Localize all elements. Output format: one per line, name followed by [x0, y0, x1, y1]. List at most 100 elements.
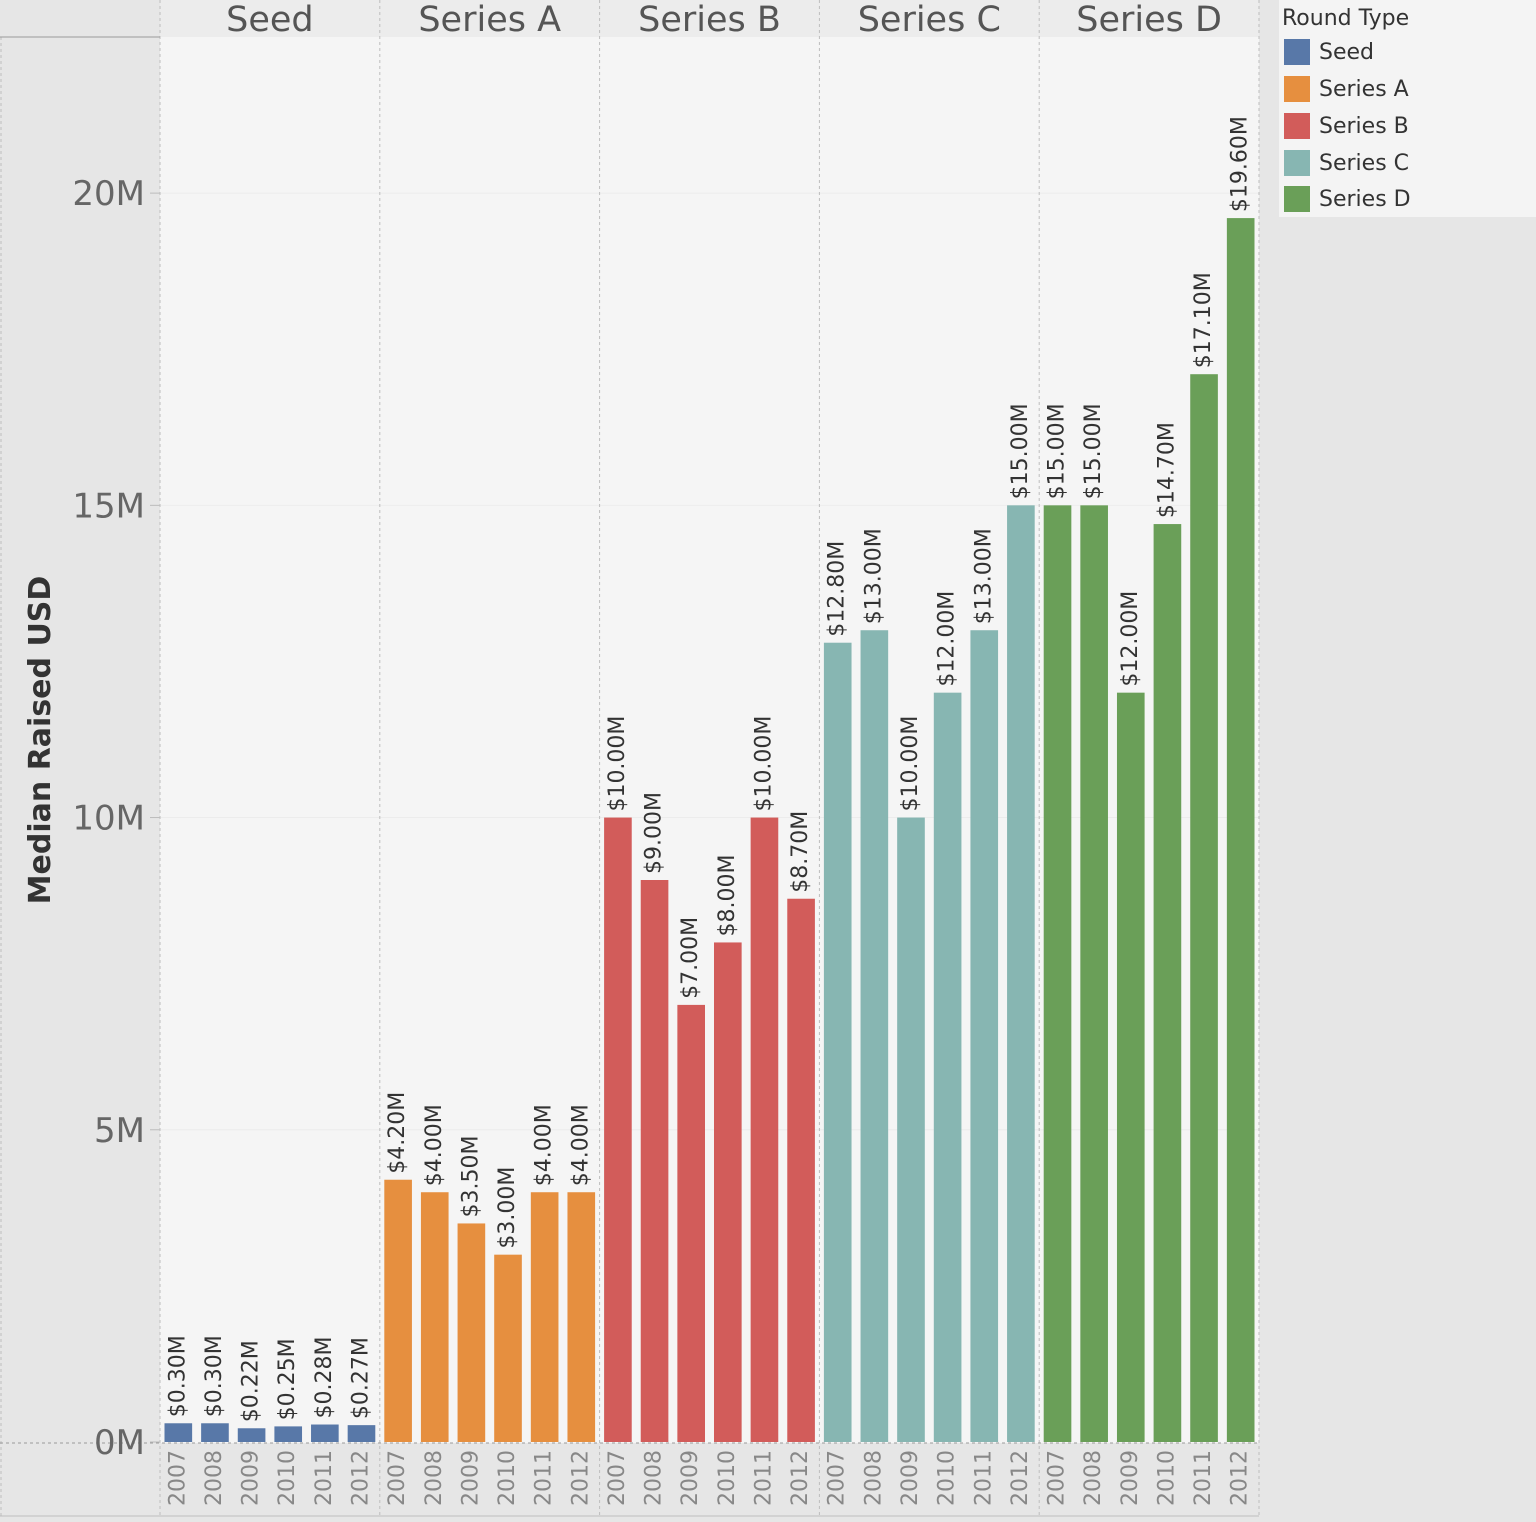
data-label: $4.20M — [385, 1092, 410, 1174]
y-tick-label: 10M — [72, 799, 145, 839]
data-label: $15.00M — [1008, 403, 1033, 499]
bar-series-b-2007 — [604, 817, 632, 1442]
data-label: $0.27M — [348, 1337, 373, 1419]
data-label: $13.00M — [971, 528, 996, 624]
legend-swatch-series-b — [1284, 113, 1310, 139]
bar-series-b-2011 — [750, 817, 779, 1442]
x-tick-label: 2012 — [1228, 1450, 1253, 1506]
bar-seed-2009 — [237, 1428, 266, 1442]
data-label: $13.00M — [861, 528, 886, 624]
bar-series-a-2012 — [567, 1192, 596, 1442]
bar-series-c-2009 — [897, 817, 925, 1442]
data-label: $12.00M — [1118, 591, 1143, 687]
data-label: $19.60M — [1228, 116, 1253, 212]
bar-series-b-2010 — [714, 942, 742, 1442]
data-label: $3.50M — [458, 1135, 483, 1217]
grid-layer — [0, 0, 1260, 1518]
x-tick-label: 2010 — [715, 1450, 740, 1506]
bar-series-b-2012 — [787, 898, 815, 1442]
legend-label-series-d: Series D — [1319, 187, 1411, 212]
x-tick-label: 2010 — [1154, 1450, 1179, 1506]
bar-series-a-2009 — [457, 1223, 486, 1442]
panel-header-series-d: Series D — [1076, 0, 1222, 40]
data-label: $7.00M — [678, 917, 703, 999]
bar-seed-2010 — [274, 1426, 303, 1442]
bar-series-d-2011 — [1190, 374, 1218, 1443]
bar-series-d-2009 — [1116, 692, 1145, 1442]
data-label: $10.00M — [605, 716, 630, 812]
panel-header-seed: Seed — [226, 0, 314, 40]
legend-item-series-a[interactable]: Series A — [1284, 75, 1524, 105]
bar-series-d-2012 — [1226, 218, 1255, 1443]
data-label: $4.00M — [532, 1104, 557, 1186]
bar-seed-2007 — [164, 1423, 193, 1442]
panel-header-series-b: Series B — [638, 0, 781, 40]
panel-header-series-a: Series A — [418, 0, 561, 40]
x-tick-label: 2011 — [312, 1450, 337, 1506]
legend-label-series-a: Series A — [1319, 77, 1409, 102]
panel-header-series-c: Series C — [858, 0, 1001, 40]
bar-seed-2011 — [311, 1424, 339, 1442]
data-label: $12.00M — [935, 591, 960, 687]
data-label: $9.00M — [642, 792, 667, 874]
legend-swatch-seed — [1284, 39, 1310, 65]
bar-series-a-2008 — [420, 1192, 449, 1442]
x-tick-label: 2009 — [898, 1450, 923, 1506]
x-tick-label: 2007 — [165, 1450, 190, 1506]
x-tick-label: 2008 — [861, 1450, 886, 1506]
data-label: $10.00M — [751, 716, 776, 812]
x-tick-label: 2011 — [751, 1450, 776, 1506]
data-label: $10.00M — [898, 716, 923, 812]
data-label: $0.30M — [165, 1335, 190, 1417]
bars-layer — [164, 218, 1255, 1443]
bar-series-c-2008 — [860, 630, 889, 1442]
y-axis-title: Median Raised USD — [23, 576, 58, 905]
x-tick-label: 2007 — [385, 1450, 410, 1506]
data-label: $15.00M — [1081, 403, 1106, 499]
text-layer: 0M 5M 10M 15M 20M Seed $0.30M 2007 $0.30M 2008 $0.… — [72, 0, 1252, 1506]
bar-series-c-2010 — [933, 692, 962, 1442]
data-label: $4.00M — [422, 1104, 447, 1186]
data-label: $0.28M — [312, 1337, 337, 1419]
x-tick-label: 2009 — [458, 1450, 483, 1506]
y-tick-label: 15M — [72, 486, 145, 526]
bar-series-b-2008 — [640, 880, 669, 1442]
x-tick-label: 2008 — [422, 1450, 447, 1506]
x-tick-label: 2011 — [1191, 1450, 1216, 1506]
x-tick-label: 2012 — [568, 1450, 593, 1506]
legend: Round Type Seed Series A Series B Series… — [1279, 0, 1536, 217]
x-tick-label: 2008 — [1081, 1450, 1106, 1506]
legend-label-seed: Seed — [1319, 40, 1374, 65]
legend-label-series-c: Series C — [1319, 151, 1410, 176]
data-label: $0.30M — [202, 1335, 227, 1417]
x-tick-label: 2009 — [239, 1450, 264, 1506]
panel-header-background — [160, 0, 1259, 37]
bar-series-a-2007 — [384, 1179, 412, 1442]
bar-series-c-2012 — [1007, 505, 1035, 1442]
x-tick-label: 2012 — [788, 1450, 813, 1506]
bar-series-c-2007 — [823, 642, 852, 1442]
legend-item-series-b[interactable]: Series B — [1284, 112, 1524, 142]
legend-title: Round Type — [1282, 6, 1410, 31]
y-tick-label: 0M — [94, 1423, 145, 1463]
legend-item-series-c[interactable]: Series C — [1284, 149, 1524, 179]
legend-item-seed[interactable]: Seed — [1284, 38, 1524, 68]
y-tick-label: 20M — [72, 174, 145, 214]
x-tick-label: 2009 — [1118, 1450, 1143, 1506]
data-label: $15.00M — [1045, 403, 1070, 499]
bar-series-b-2009 — [677, 1004, 705, 1442]
legend-item-series-d[interactable]: Series D — [1284, 185, 1524, 215]
x-tick-label: 2007 — [605, 1450, 630, 1506]
x-tick-label: 2012 — [1008, 1450, 1033, 1506]
bar-series-d-2007 — [1043, 505, 1072, 1442]
bar-series-a-2010 — [494, 1254, 522, 1442]
x-tick-label: 2010 — [495, 1450, 520, 1506]
x-tick-label: 2011 — [971, 1450, 996, 1506]
data-label: $0.22M — [239, 1340, 264, 1422]
data-label: $8.00M — [715, 854, 740, 936]
data-label: $8.70M — [788, 811, 813, 893]
legend-swatch-series-c — [1284, 150, 1310, 176]
x-tick-label: 2009 — [678, 1450, 703, 1506]
